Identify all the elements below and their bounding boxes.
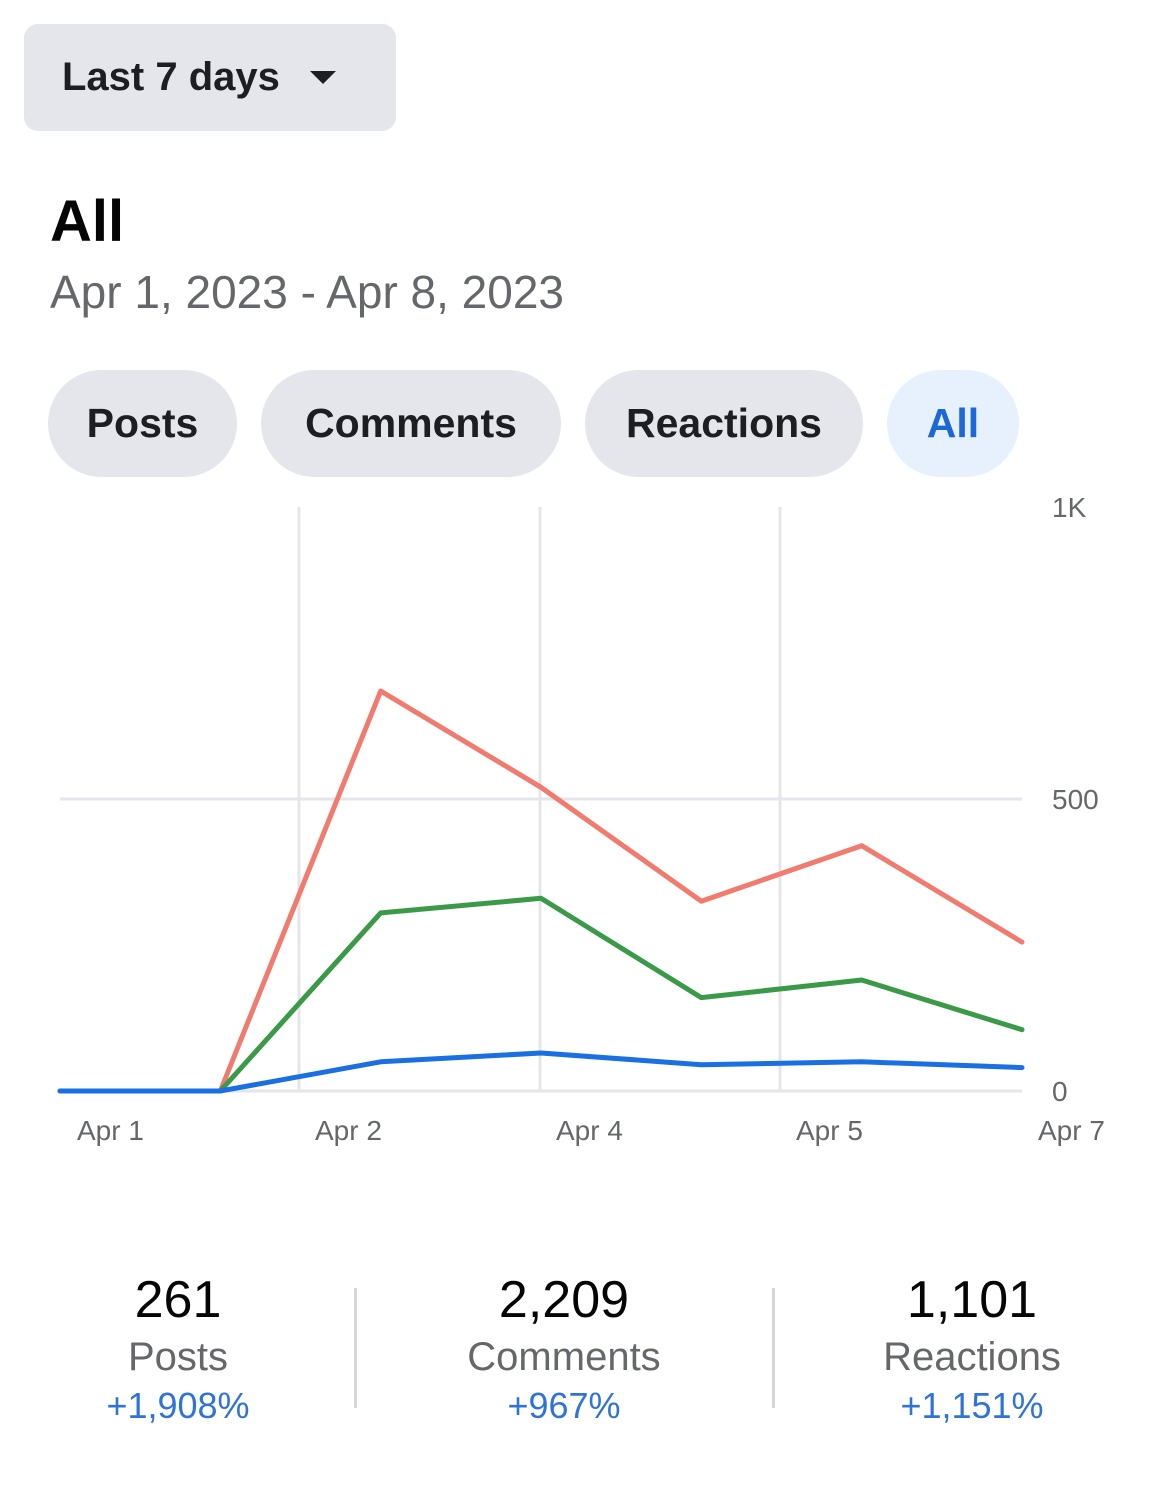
stat-posts: 261 Posts +1,908% [8, 1270, 348, 1428]
tab-all-label: All [926, 400, 980, 446]
stat-reactions-label: Reactions [883, 1335, 1061, 1379]
stat-posts-label: Posts [127, 1335, 229, 1379]
tab-posts-label: Posts [86, 400, 199, 446]
series-line [57, 1050, 1025, 1094]
tab-comments-label: Comments [305, 400, 517, 446]
stat-reactions-value: 1,101 [906, 1271, 1038, 1329]
tab-reactions-label: Reactions [626, 400, 822, 446]
activity-line-chart: 1K 500 0 Apr 1 Apr 2 Apr 4 Apr 5 Apr 7 [0, 490, 1170, 1175]
tab-all[interactable]: All [887, 370, 1019, 477]
stat-comments: 2,209 Comments +967% [394, 1270, 734, 1428]
chart-svg: 1K 500 0 Apr 1 Apr 2 Apr 4 Apr 5 Apr 7 [57, 492, 1105, 1146]
x-tick-label: Apr 4 [556, 1115, 623, 1146]
stat-posts-change: +1,908% [106, 1385, 250, 1426]
stat-reactions-change: +1,151% [900, 1385, 1044, 1426]
date-range-text: Apr 1, 2023 - Apr 8, 2023 [50, 266, 565, 318]
x-tick-label: Apr 7 [1038, 1115, 1105, 1146]
tab-comments[interactable]: Comments [261, 370, 561, 477]
caret-down-icon [309, 71, 336, 84]
stat-posts-value: 261 [134, 1271, 222, 1329]
x-tick-label: Apr 5 [796, 1115, 863, 1146]
stat-comments-change: +967% [507, 1385, 621, 1426]
stat-divider [354, 1288, 357, 1408]
y-tick-label: 0 [1052, 1076, 1068, 1107]
y-tick-label: 500 [1052, 784, 1099, 815]
date-range-dropdown[interactable]: Last 7 days [24, 24, 396, 131]
x-tick-label: Apr 2 [315, 1115, 382, 1146]
stat-reactions: 1,101 Reactions +1,151% [802, 1270, 1142, 1428]
y-tick-label: 1K [1052, 492, 1087, 523]
stat-comments-label: Comments [467, 1335, 661, 1379]
stat-divider [772, 1288, 775, 1408]
tab-posts[interactable]: Posts [48, 370, 237, 477]
page-title: All [50, 189, 125, 254]
tab-reactions[interactable]: Reactions [585, 370, 863, 477]
date-range-dropdown-label: Last 7 days [62, 55, 280, 99]
stat-comments-value: 2,209 [498, 1271, 630, 1329]
stats-summary: 261 Posts +1,908% 2,209 Comments +967% 1… [0, 1270, 1170, 1426]
x-tick-label: Apr 1 [77, 1115, 144, 1146]
